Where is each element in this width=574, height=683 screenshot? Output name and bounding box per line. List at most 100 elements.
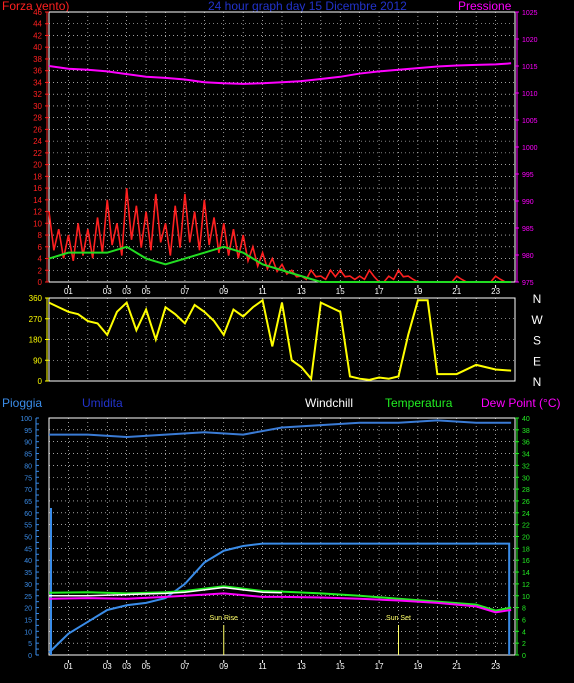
humidity-y-tick-label: 65	[24, 499, 32, 506]
humidity-panel-x-tick-label: 13	[297, 662, 306, 671]
humidity-panel-x-tick-label: 03	[122, 662, 131, 671]
temp-y-tick-label: 10	[522, 594, 530, 601]
wind-y-tick-label: 42	[33, 31, 42, 40]
windchill-label: Windchill	[305, 396, 354, 410]
series-wind-line	[48, 188, 511, 283]
humidity-y-tick-label: 45	[24, 546, 32, 553]
wind-panel-x-tick-label: 17	[375, 287, 384, 296]
wind-panel-x-tick-label: 03	[103, 287, 112, 296]
humidity-y-tick-label: 35	[24, 570, 32, 577]
temp-y-tick-label: 32	[522, 463, 530, 470]
wind-y-tick-label: 32	[33, 90, 42, 99]
humidity-y-tick-label: 85	[24, 452, 32, 459]
humidity-panel-x-tick-label: 11	[258, 662, 267, 671]
pressure-y-tick-label: 1020	[522, 37, 538, 44]
sunset-label: Sun Set	[386, 615, 411, 622]
humidity-y-tick-label: 55	[24, 523, 32, 530]
wind-panel-x-tick-label: 15	[336, 287, 345, 296]
humidity-panel-x-tick-label: 21	[452, 662, 461, 671]
wind-y-tick-label: 36	[33, 67, 42, 76]
humidity-y-tick-label: 10	[24, 629, 32, 636]
rain-label: Pioggia	[2, 396, 43, 410]
wind-label: Forza vento)	[2, 0, 70, 13]
temp-y-tick-label: 16	[522, 558, 530, 565]
series-windchill-line	[49, 586, 283, 597]
temp-y-tick-label: 30	[522, 475, 530, 482]
temp-y-tick-label: 26	[522, 499, 530, 506]
humidity-y-tick-label: 95	[24, 428, 32, 435]
wind-panel-x-tick-label: 23	[491, 287, 500, 296]
wind-y-tick-label: 14	[33, 196, 42, 205]
temp-y-tick-label: 4	[522, 629, 526, 636]
direction-y-tick-label: 180	[29, 336, 43, 345]
humidity-y-tick-label: 30	[24, 582, 32, 589]
pressure-y-tick-label: 975	[522, 280, 534, 287]
wind-y-tick-label: 26	[33, 125, 42, 134]
temp-y-tick-label: 28	[522, 487, 530, 494]
humidity-y-tick-label: 50	[24, 535, 32, 542]
wind-y-tick-label: 38	[33, 55, 42, 64]
wind-panel-x-tick-label: 01	[64, 287, 73, 296]
humidity-y-tick-label: 15	[24, 617, 32, 624]
wind-panel-x-tick-label: 11	[258, 287, 267, 296]
temp-y-tick-label: 20	[522, 535, 530, 542]
humidity-panel-x-tick-label: 07	[180, 662, 189, 671]
compass-label: W	[531, 313, 543, 327]
pressure-label: Pressione	[458, 0, 512, 13]
wind-panel-x-tick-label: 21	[452, 287, 461, 296]
pressure-y-tick-label: 990	[522, 199, 534, 206]
dewpoint-label: Dew Point (°C)	[481, 396, 561, 410]
temp-y-tick-label: 22	[522, 523, 530, 530]
humidity-panel-x-tick-label: 17	[375, 662, 384, 671]
temp-y-tick-label: 18	[522, 546, 530, 553]
wind-y-tick-label: 16	[33, 184, 42, 193]
humidity-label: Umidita	[82, 396, 123, 410]
pressure-y-tick-label: 1005	[522, 118, 538, 125]
humidity-y-tick-label: 0	[28, 653, 32, 660]
humidity-y-tick-label: 70	[24, 487, 32, 494]
temp-y-tick-label: 24	[522, 511, 530, 518]
humidity-y-tick-label: 25	[24, 594, 32, 601]
compass-label: N	[533, 292, 542, 306]
direction-y-tick-label: 270	[29, 315, 43, 324]
wind-y-tick-label: 34	[33, 78, 42, 87]
humidity-panel-x-tick-label: 03	[103, 662, 112, 671]
humidity-panel-x-tick-label: 23	[491, 662, 500, 671]
wind-y-tick-label: 8	[38, 231, 43, 240]
wind-y-tick-label: 0	[38, 278, 43, 287]
series-direction-line	[48, 298, 512, 382]
series-wind-avg-line	[48, 245, 512, 283]
humidity-y-tick-label: 40	[24, 558, 32, 565]
wind-y-tick-label: 22	[33, 149, 42, 158]
compass-label: N	[533, 375, 542, 389]
humidity-y-tick-label: 20	[24, 606, 32, 613]
humidity-y-tick-label: 60	[24, 511, 32, 518]
temp-y-tick-label: 0	[522, 653, 526, 660]
wind-panel-x-tick-label: 07	[180, 287, 189, 296]
temp-y-tick-label: 12	[522, 582, 530, 589]
wind-y-tick-label: 30	[33, 102, 42, 111]
pressure-y-tick-label: 1025	[522, 10, 538, 17]
wind-panel-x-tick-label: 03	[122, 287, 131, 296]
series-dewpoint-line	[48, 592, 512, 614]
humidity-panel-x-tick-label: 01	[64, 662, 73, 671]
humidity-panel-x-tick-label: 09	[219, 662, 228, 671]
humidity-y-tick-label: 90	[24, 440, 32, 447]
series-humidity-line	[49, 419, 512, 438]
humidity-y-tick-label: 80	[24, 463, 32, 470]
wind-y-tick-label: 44	[33, 20, 42, 29]
series-temperature-line	[48, 585, 512, 612]
wind-y-tick-label: 28	[33, 114, 42, 123]
temp-y-tick-label: 36	[522, 440, 530, 447]
compass-label: E	[533, 354, 541, 368]
temp-y-tick-label: 40	[522, 416, 530, 423]
humidity-panel-x-tick-label: 15	[336, 662, 345, 671]
temp-y-tick-label: 38	[522, 428, 530, 435]
wind-panel-x-tick-label: 19	[413, 287, 422, 296]
wind-y-tick-label: 40	[33, 43, 42, 52]
temperature-label: Temperatura	[385, 396, 453, 410]
temp-y-tick-label: 8	[522, 606, 526, 613]
wind-panel-x-tick-label: 13	[297, 287, 306, 296]
wind-y-tick-label: 18	[33, 172, 42, 181]
